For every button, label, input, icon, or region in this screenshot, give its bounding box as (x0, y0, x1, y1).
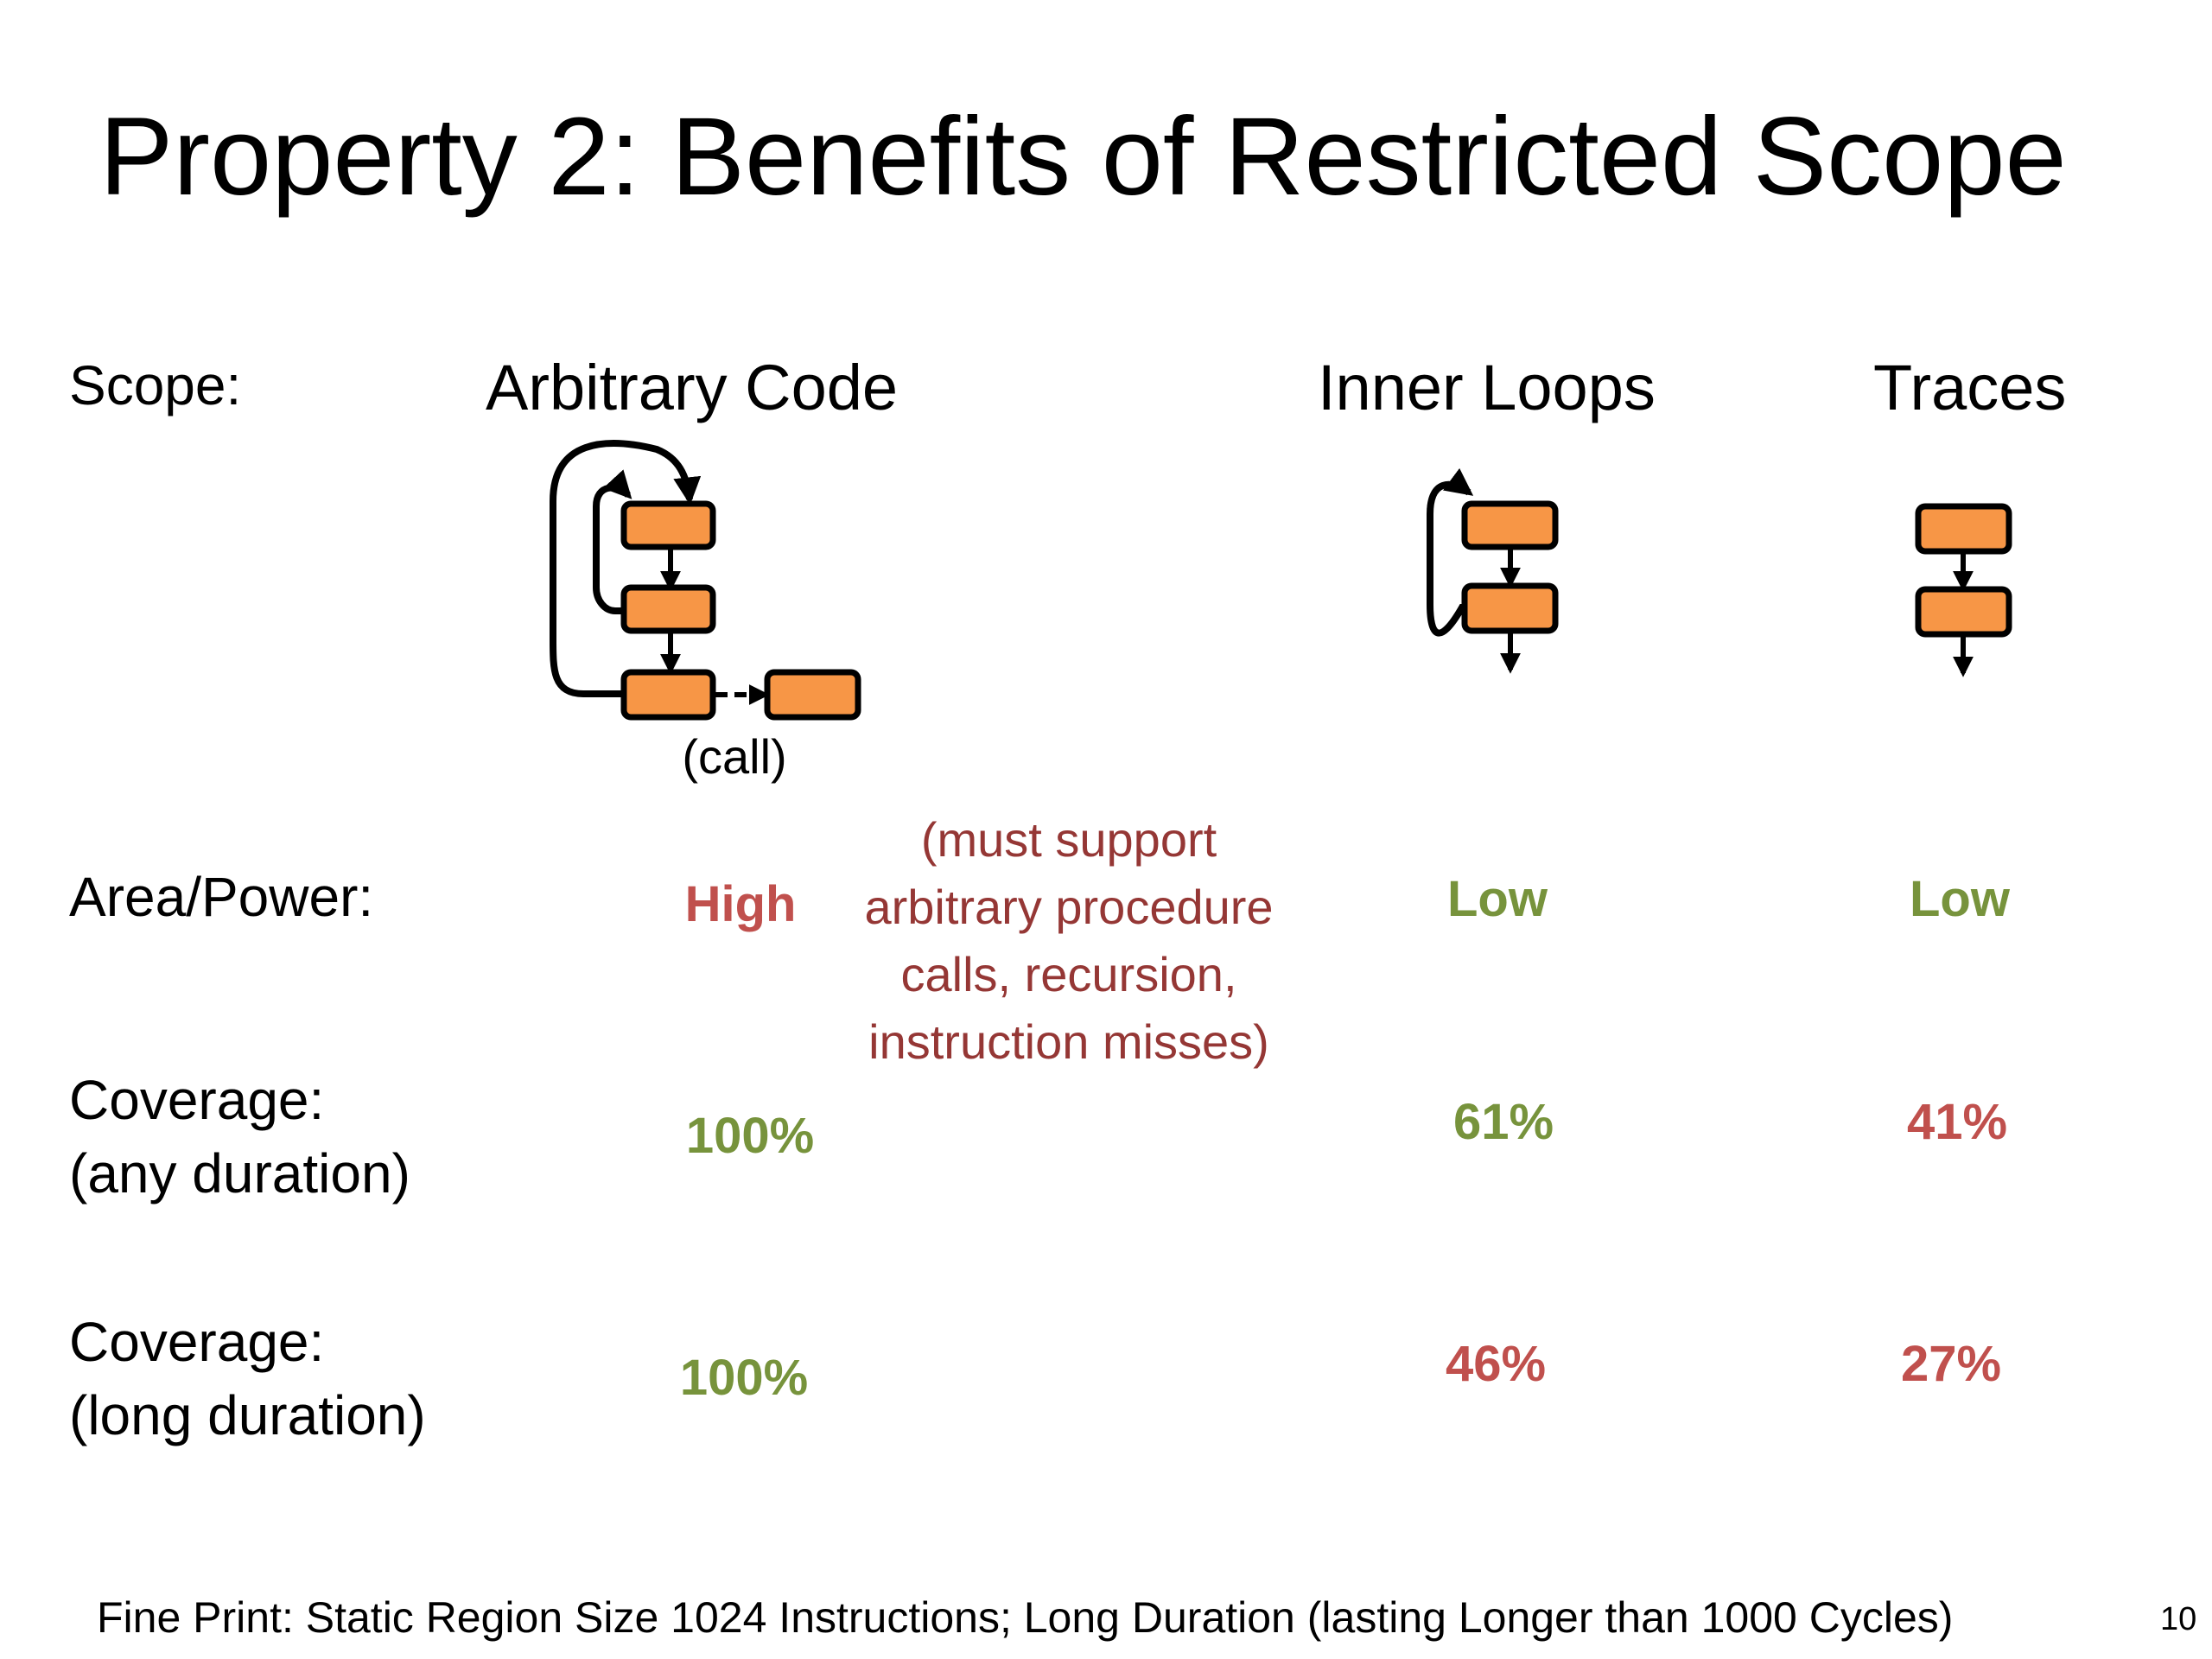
arbitrary-code-diagram (550, 440, 861, 721)
coverage-any-label-line1: Coverage: (69, 1069, 325, 1131)
page-number: 10 (2160, 1601, 2197, 1637)
scope-label: Scope: (69, 354, 242, 416)
inner-loops-coverage-long: 46% (1445, 1336, 1547, 1392)
coverage-any-label-line2: (any duration) (69, 1142, 410, 1205)
traces-coverage-long: 27% (1900, 1336, 2002, 1392)
arbitrary-area-power: High (684, 876, 797, 932)
header-traces: Traces (1873, 352, 2067, 423)
call-label: (call) (682, 729, 787, 784)
note-line-3: calls, recursion, (900, 947, 1237, 1001)
loop-back-edge-arrow (1427, 467, 1474, 637)
inner-loops-coverage-any: 61% (1452, 1094, 1554, 1150)
basic-block-1 (620, 500, 716, 550)
coverage-long-label-line2: (long duration) (69, 1384, 426, 1446)
arbitrary-coverage-any: 100% (685, 1108, 815, 1164)
inner-back-edge-arrow (593, 469, 632, 614)
called-block (764, 669, 861, 721)
loop-block-1 (1461, 500, 1559, 550)
loop-block-2 (1461, 582, 1559, 634)
area-power-label: Area/Power: (69, 866, 374, 928)
slide-title: Property 2: Benefits of Restricted Scope (99, 95, 2067, 219)
inner-loops-diagram (1427, 467, 1559, 674)
outer-back-edge-arrow (550, 440, 702, 697)
arbitrary-code-note: (must support arbitrary procedure calls,… (864, 806, 1273, 1076)
header-inner-loops: Inner Loops (1318, 352, 1656, 423)
traces-area-power: Low (1910, 871, 2010, 927)
note-line-2: arbitrary procedure (864, 880, 1274, 934)
note-line-1: (must support (920, 812, 1217, 867)
basic-block-3 (620, 669, 716, 721)
trace-block-1 (1915, 503, 2012, 555)
traces-coverage-any: 41% (1906, 1094, 2008, 1150)
basic-block-2 (620, 584, 716, 634)
trace-block-2 (1915, 586, 2012, 638)
note-line-4: instruction misses) (868, 1014, 1269, 1069)
header-arbitrary-code: Arbitrary Code (486, 352, 899, 423)
inner-loops-area-power: Low (1447, 871, 1548, 927)
arbitrary-coverage-long: 100% (679, 1350, 809, 1406)
fine-print: Fine Print: Static Region Size 1024 Inst… (97, 1593, 1954, 1642)
traces-diagram (1915, 503, 2012, 677)
coverage-long-label-line1: Coverage: (69, 1311, 325, 1373)
